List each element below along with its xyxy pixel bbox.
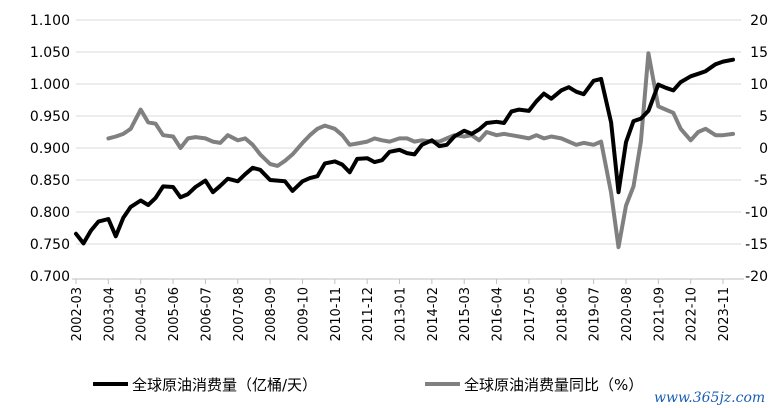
right-tick-label: -10: [745, 205, 768, 221]
x-tick-label: 2016-04: [491, 287, 506, 341]
x-tick-label: 2019-07: [588, 287, 603, 341]
legend-label-yoy: 全球原油消费量同比（%）: [464, 376, 643, 394]
x-tick-label: 2008-09: [264, 287, 279, 341]
watermark: www.365jz.com: [654, 390, 765, 406]
x-tick-label: 2017-05: [523, 287, 538, 341]
x-tick-label: 2006-07: [199, 287, 214, 341]
x-tick-label: 2020-08: [620, 287, 635, 341]
left-tick-label: 0.750: [30, 237, 70, 253]
right-axis-ticks: -20 -15 -10 -5 0 5 10 15 20: [745, 13, 768, 285]
left-tick-label: 0.950: [30, 109, 70, 125]
x-tick-label: 2002-03: [70, 287, 85, 341]
right-tick-label: 20: [750, 13, 768, 29]
x-axis-ticks: 2002-03 2003-04 2004-05 2005-06 2006-07 2007-…: [70, 279, 732, 341]
legend: 全球原油消费量（亿桶/天） 全球原油消费量同比（%）: [93, 376, 643, 394]
x-tick-label: 2010-11: [329, 287, 344, 341]
x-tick-label: 2011-12: [361, 287, 376, 341]
left-tick-label: 1.100: [30, 13, 70, 29]
x-tick-label: 2007-08: [232, 287, 247, 341]
right-tick-label: -15: [745, 237, 768, 253]
x-tick-label: 2021-09: [652, 287, 667, 341]
x-tick-label: 2015-03: [458, 287, 473, 341]
right-tick-label: 10: [750, 77, 768, 93]
x-tick-label: 2005-06: [167, 287, 182, 341]
right-tick-label: 15: [750, 45, 768, 61]
left-tick-label: 0.900: [30, 141, 70, 157]
left-tick-label: 1.000: [30, 77, 70, 93]
series-line-consumption: [74, 57, 735, 246]
x-tick-label: 2022-10: [685, 287, 700, 341]
left-tick-label: 0.850: [30, 173, 70, 189]
right-tick-label: 0: [759, 141, 768, 157]
left-axis-ticks: 0.700 0.750 0.800 0.850 0.900 0.950 1.000 1.050…: [30, 13, 70, 285]
series-layer: [74, 51, 735, 250]
left-tick-label: 0.800: [30, 205, 70, 221]
x-tick-label: 2014-02: [426, 287, 441, 341]
legend-label-consumption: 全球原油消费量（亿桶/天）: [132, 376, 317, 394]
right-tick-label: 5: [759, 109, 768, 125]
grid-lines: [76, 19, 741, 245]
right-tick-label: -5: [754, 173, 768, 189]
left-tick-label: 1.050: [30, 45, 70, 61]
x-tick-label: 2004-05: [135, 287, 150, 341]
left-tick-label: 0.700: [30, 269, 70, 285]
x-tick-label: 2013-01: [394, 287, 409, 341]
x-tick-label: 2023-11: [717, 287, 732, 341]
right-tick-label: -20: [745, 269, 768, 285]
series-line-yoy: [106, 51, 735, 250]
x-tick-label: 2018-06: [555, 287, 570, 341]
x-tick-label: 2003-04: [102, 287, 117, 341]
x-tick-label: 2009-10: [296, 287, 311, 341]
